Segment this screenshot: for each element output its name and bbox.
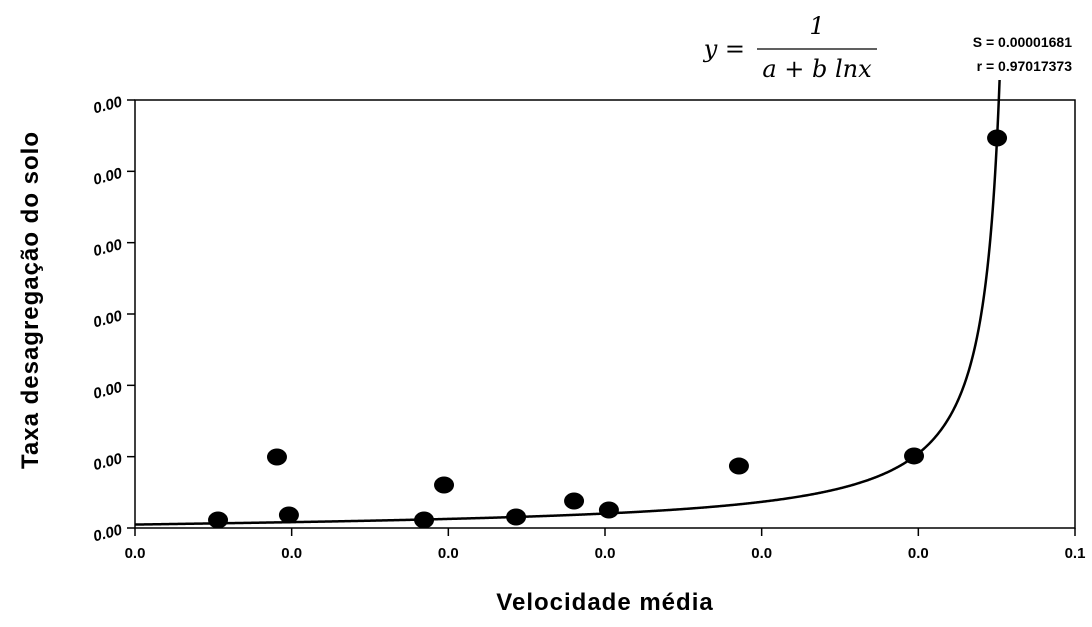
x-axis-label: Velocidade média: [496, 589, 713, 616]
data-point: [278, 506, 299, 524]
y-axis-label: Taxa desagregação do solo: [17, 131, 44, 469]
x-tick-label: 0.0: [438, 545, 459, 562]
data-point: [506, 508, 527, 526]
x-tick-label: 0.0: [281, 545, 302, 562]
fit-curve: [135, 80, 1001, 526]
data-point: [564, 492, 585, 510]
data-point: [598, 501, 619, 519]
y-tick-label: 0.00: [91, 236, 124, 260]
x-tick-label: 0.0: [125, 545, 146, 562]
y-tick-label: 0.00: [91, 93, 124, 117]
y-tick-label: 0.00: [91, 165, 124, 189]
y-tick-label: 0.00: [91, 307, 124, 331]
x-tick-label: 0.0: [595, 545, 616, 562]
equation-lhs: y =: [703, 35, 745, 63]
data-point: [414, 511, 435, 529]
equation-denominator: a + b lnx: [762, 55, 872, 83]
y-tick-label: 0.00: [91, 450, 124, 474]
data-point: [728, 457, 749, 475]
x-tick-label: 0.0: [751, 545, 772, 562]
data-point: [987, 129, 1008, 147]
data-point: [904, 447, 925, 465]
x-tick-label: 0.1: [1065, 545, 1086, 562]
stat-s: S = 0.00001681: [973, 34, 1072, 50]
data-point: [266, 448, 287, 466]
x-tick-label: 0.0: [908, 545, 929, 562]
data-point: [208, 511, 229, 529]
y-tick-label: 0.00: [91, 521, 124, 545]
stat-r: r = 0.97017373: [977, 58, 1073, 74]
y-tick-label: 0.00: [91, 379, 124, 403]
equation-numerator: 1: [809, 12, 824, 40]
data-point: [434, 476, 455, 494]
